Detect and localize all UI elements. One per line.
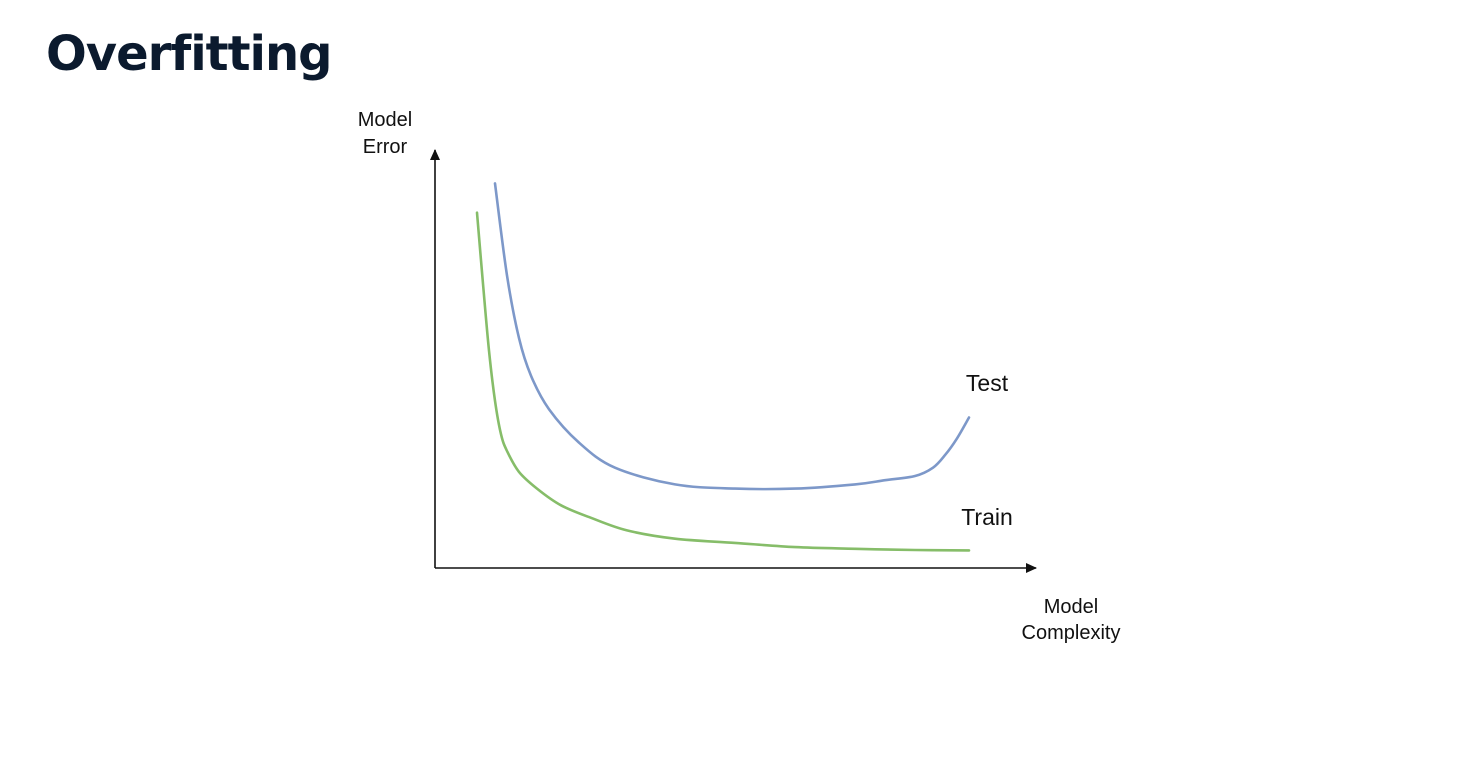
slide-title: Overfitting: [46, 26, 333, 82]
series-label-test: Test: [966, 370, 1009, 396]
series-line-train: [475, 211, 971, 552]
series-line-test: [493, 182, 971, 491]
series-label-train: Train: [961, 504, 1013, 530]
y-axis-label-line-1: Model: [358, 109, 412, 131]
x-axis-label-line-1: Model: [1044, 596, 1098, 618]
x-axis-label-line-2: Complexity: [1022, 622, 1121, 644]
y-axis-label-line-2: Error: [363, 136, 408, 158]
